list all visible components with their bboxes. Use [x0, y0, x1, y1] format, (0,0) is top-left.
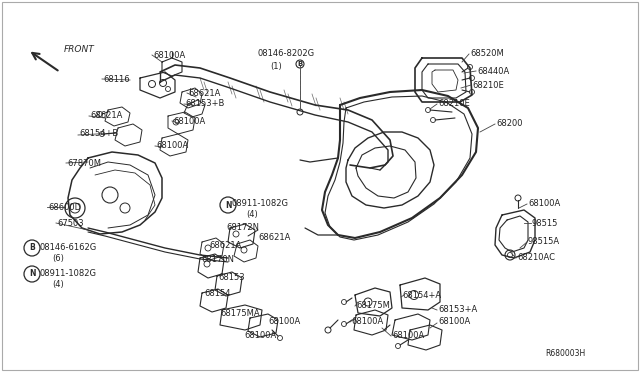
Text: 68100A: 68100A — [268, 317, 300, 326]
Text: 68172N: 68172N — [226, 222, 259, 231]
Text: 08911-1082G: 08911-1082G — [40, 269, 97, 279]
Text: 68210E: 68210E — [438, 99, 470, 109]
Text: 68116: 68116 — [103, 74, 130, 83]
Text: 68100A: 68100A — [173, 116, 205, 125]
Text: 68153+B: 68153+B — [185, 99, 225, 109]
Text: 68154+B: 68154+B — [79, 129, 118, 138]
Text: 68621A: 68621A — [188, 89, 220, 97]
Text: 68621A: 68621A — [90, 110, 122, 119]
Text: (6): (6) — [52, 254, 64, 263]
Text: B: B — [298, 61, 303, 67]
Text: 68153: 68153 — [218, 273, 244, 282]
Text: (4): (4) — [52, 280, 64, 289]
Text: R680003H: R680003H — [545, 349, 585, 357]
Text: 68154: 68154 — [204, 289, 230, 298]
Text: 68200: 68200 — [496, 119, 522, 128]
Text: 98515: 98515 — [532, 218, 558, 228]
Text: 67870M: 67870M — [67, 158, 101, 167]
Text: 68210AC: 68210AC — [517, 253, 555, 263]
Text: 98515A: 98515A — [528, 237, 560, 247]
Text: B: B — [29, 244, 35, 253]
Text: 68440A: 68440A — [477, 67, 509, 76]
Text: 68100A: 68100A — [528, 199, 560, 208]
Text: (1): (1) — [270, 61, 282, 71]
Text: 08146-6162G: 08146-6162G — [40, 243, 97, 251]
Text: 68100A: 68100A — [244, 331, 276, 340]
Text: 68600D: 68600D — [48, 202, 81, 212]
Text: FRONT: FRONT — [64, 45, 95, 54]
Text: 68520M: 68520M — [470, 49, 504, 58]
Text: N: N — [225, 201, 231, 209]
Text: 68621A: 68621A — [209, 241, 241, 250]
Text: N: N — [29, 269, 35, 279]
Text: 68170N: 68170N — [201, 256, 234, 264]
Text: 68100A: 68100A — [153, 51, 185, 60]
Text: 68175M: 68175M — [356, 301, 390, 310]
Text: 68100A: 68100A — [392, 330, 424, 340]
Text: 08911-1082G: 08911-1082G — [232, 199, 289, 208]
Text: (4): (4) — [246, 211, 258, 219]
Text: 68175MA: 68175MA — [220, 310, 260, 318]
Text: 68100A: 68100A — [351, 317, 383, 327]
Text: 68154+A: 68154+A — [402, 292, 441, 301]
Text: 68100A: 68100A — [438, 317, 470, 327]
Text: 68100A: 68100A — [156, 141, 188, 150]
Text: 67503: 67503 — [57, 218, 84, 228]
Text: 68210E: 68210E — [472, 80, 504, 90]
Text: 08146-8202G: 08146-8202G — [257, 49, 314, 58]
Text: 68153+A: 68153+A — [438, 305, 477, 314]
Text: 68621A: 68621A — [258, 232, 291, 241]
